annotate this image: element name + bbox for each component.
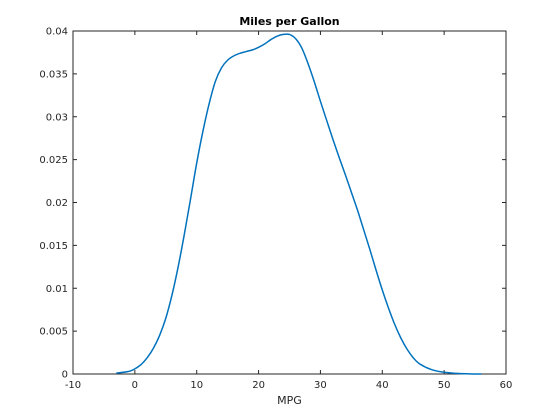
x-tick-label: 50 xyxy=(438,380,451,391)
x-tick-label: 20 xyxy=(252,380,265,391)
x-tick-label: -10 xyxy=(65,380,81,391)
density-curve xyxy=(116,33,482,375)
x-tick-label: 30 xyxy=(314,380,327,391)
series-layer xyxy=(116,33,482,375)
y-tick-label: 0.04 xyxy=(46,27,68,38)
x-tick-label: 40 xyxy=(376,380,389,391)
x-axis: -10 0 10 20 30 40 50 60 xyxy=(65,31,513,391)
x-tick-label: 60 xyxy=(500,380,513,391)
y-tick-label: 0.015 xyxy=(39,241,68,252)
y-tick-label: 0.02 xyxy=(46,198,68,209)
plot-area xyxy=(72,30,507,375)
y-tick-label: 0.03 xyxy=(46,112,68,123)
x-axis-title: MPG xyxy=(277,394,302,407)
y-axis: 0 0.005 0.01 0.015 0.02 0.025 0.03 0.035 0.04 xyxy=(39,27,506,381)
x-tick-label: 10 xyxy=(190,380,203,391)
x-tick-label: 0 xyxy=(132,380,138,391)
y-tick-label: 0.035 xyxy=(39,69,68,80)
y-tick-label: 0.025 xyxy=(39,155,68,166)
y-tick-label: 0.005 xyxy=(39,327,68,338)
chart-title: Miles per Gallon xyxy=(239,15,339,28)
y-tick-label: 0.01 xyxy=(46,284,68,295)
y-tick-label: 0 xyxy=(62,370,68,381)
